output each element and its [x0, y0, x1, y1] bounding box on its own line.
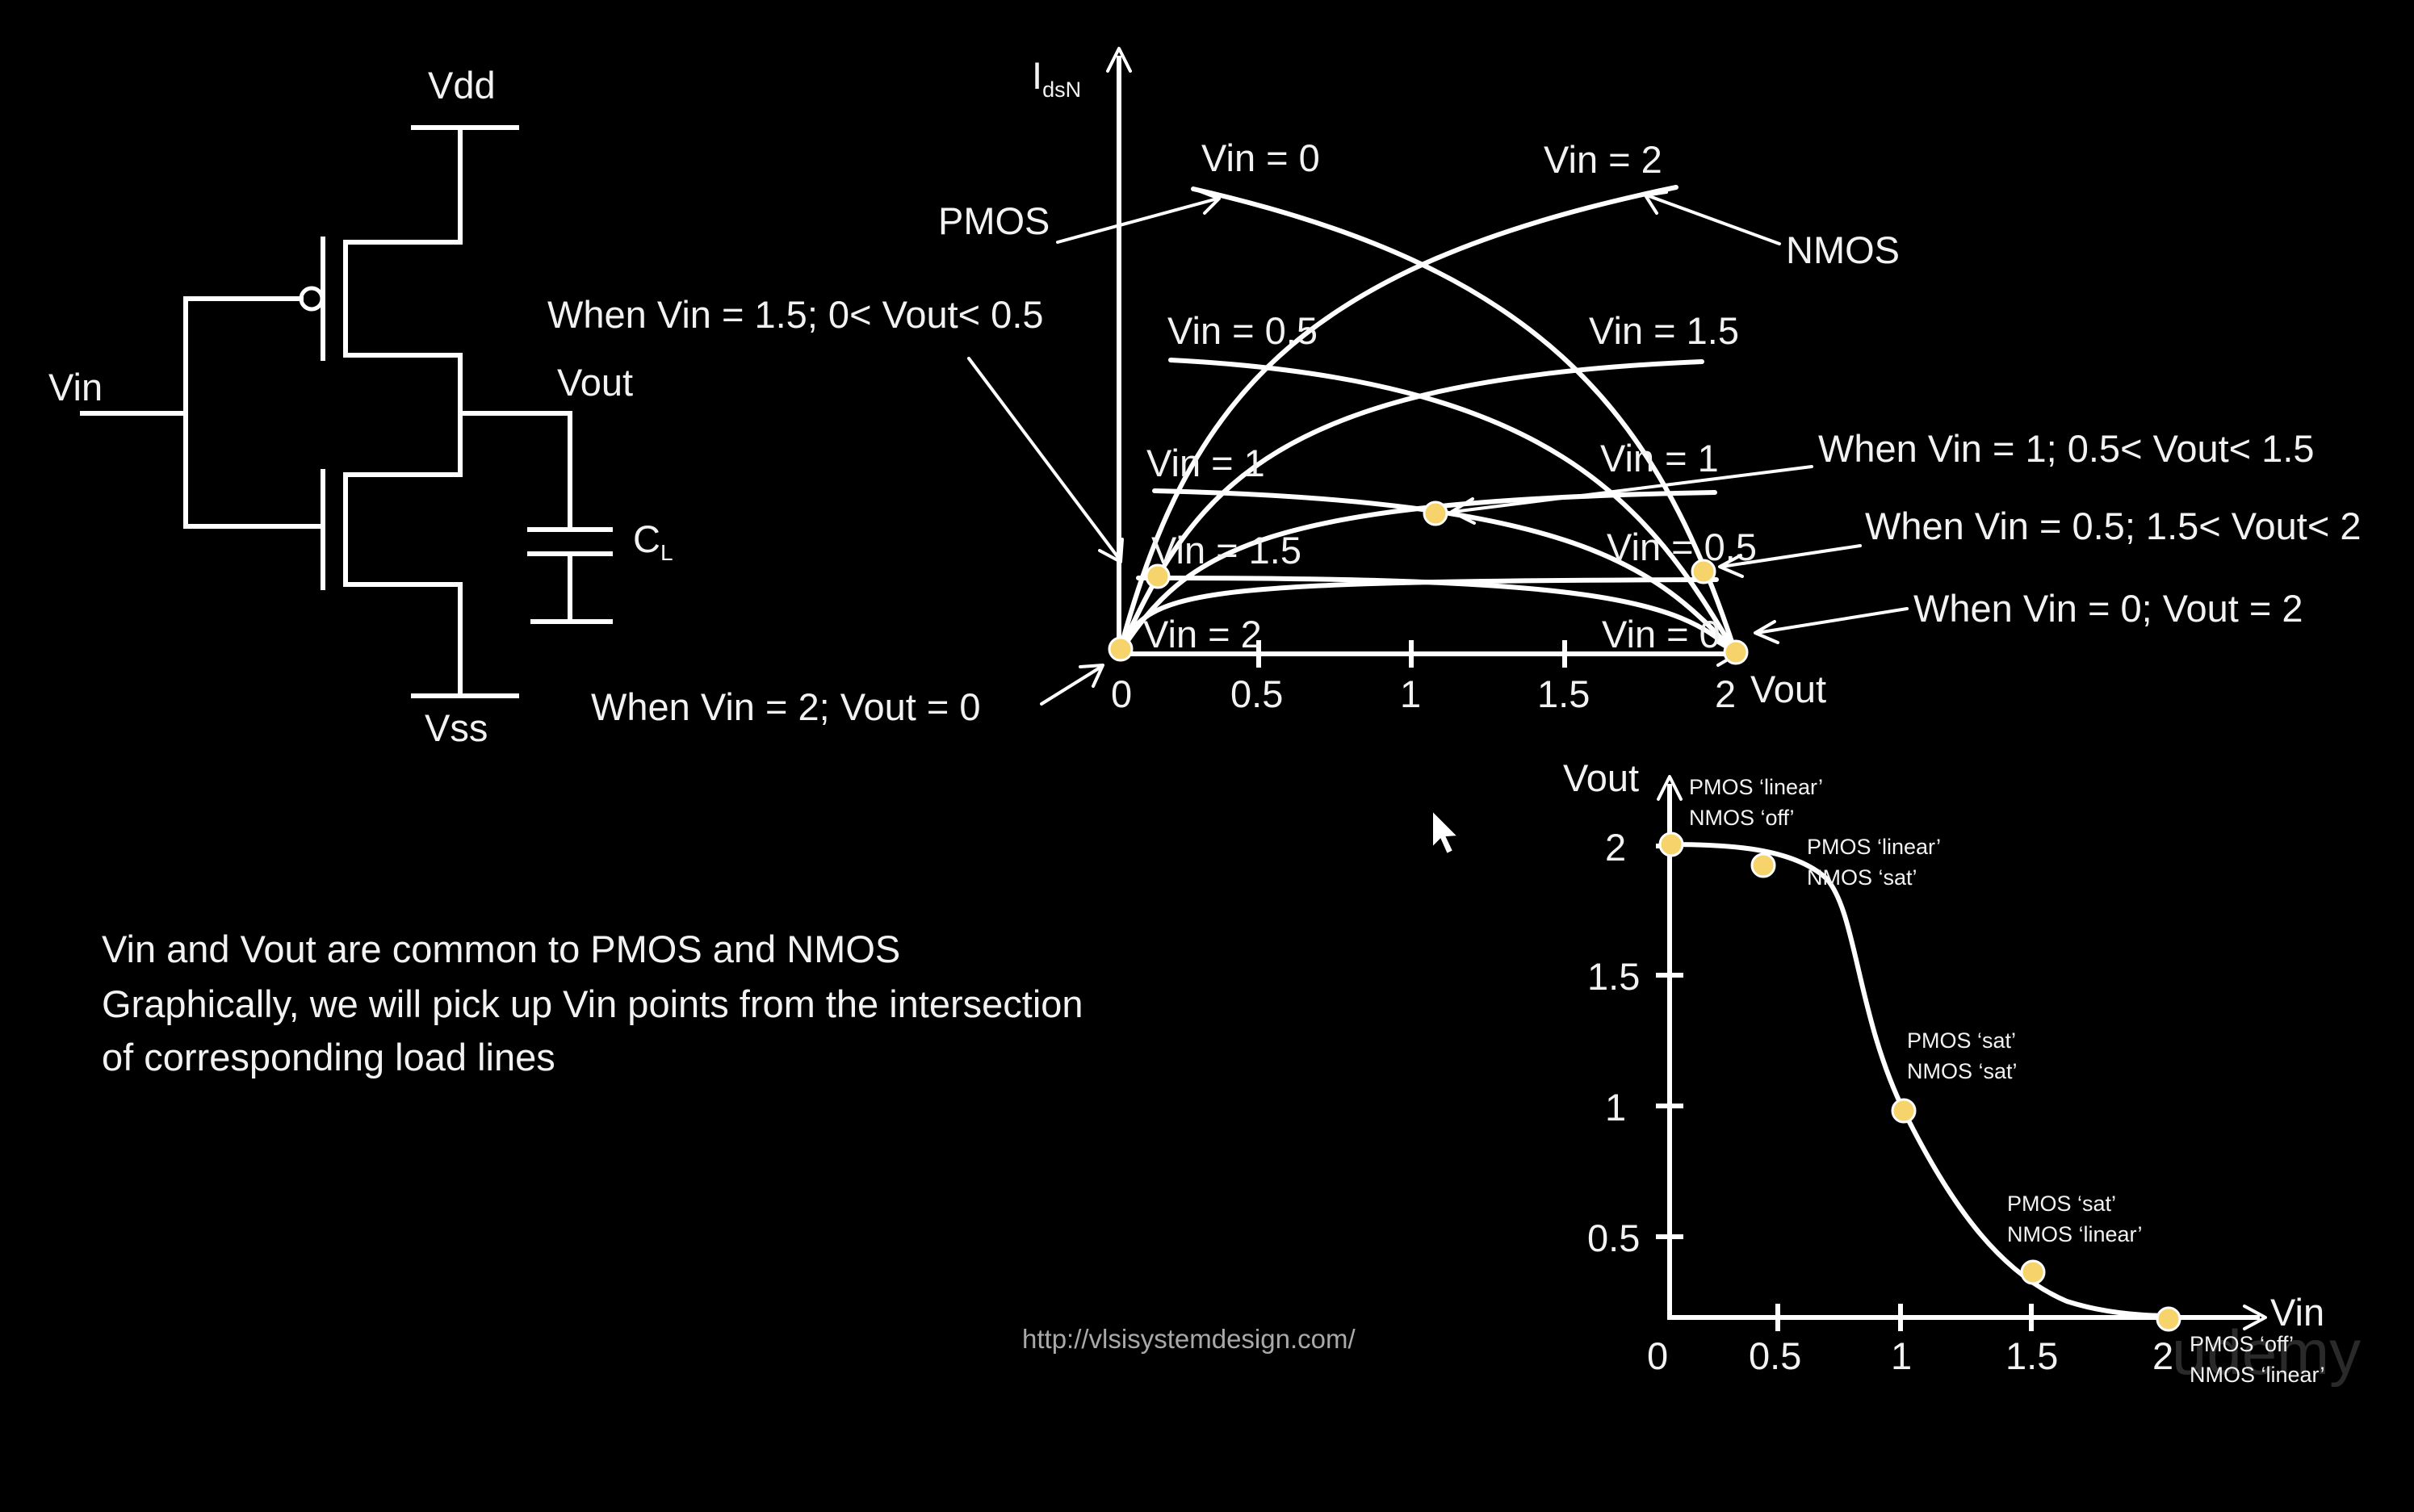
ids-x-tick-label: 0	[1111, 672, 1132, 715]
vtc-x-tick-label: 0.5	[1749, 1334, 1801, 1377]
pmos-transistor	[183, 237, 463, 361]
vtc-marker	[2020, 1259, 2046, 1285]
curve-label-nmos-vin-1-5: Vin = 1.5	[1589, 309, 1739, 352]
pmos-bubble	[299, 286, 325, 312]
nmos-pointer-arrow-head	[1644, 191, 1668, 215]
region-label: NMOS ‘off’	[1689, 806, 1795, 830]
vtc-marker	[1891, 1098, 1917, 1124]
annotation-arrow-vin-0-5	[1720, 544, 1862, 568]
region-label: PMOS ‘linear’	[1689, 775, 1823, 799]
vtc-x-axis-arrow	[2243, 1305, 2267, 1330]
vtc-marker	[1750, 852, 1776, 878]
vtc-y-tick-label: 2	[1605, 826, 1626, 869]
vtc-x-tick-label: 1.5	[2005, 1334, 2058, 1377]
region-label: NMOS ‘linear’	[2190, 1363, 2325, 1387]
cmos-inverter-schematic: Vdd Vss Vin Vout	[48, 64, 673, 749]
annotation-vin-1: When Vin = 1; 0.5< Vout< 1.5	[1818, 427, 2315, 470]
intersection-annotations: When Vin = 1.5; 0< Vout< 0.5 When Vin = …	[547, 293, 2362, 728]
ids-y-axis-arrow	[1106, 47, 1132, 73]
source-url: http://vlsisystemdesign.com/	[1022, 1324, 1356, 1354]
pmos-label: PMOS	[938, 199, 1050, 242]
vout-label: Vout	[557, 361, 633, 404]
nmos-pointer-arrow	[1645, 194, 1781, 245]
region-label: NMOS ‘sat’	[1907, 1059, 2018, 1083]
watermark-logo: udemy	[2172, 1317, 2361, 1388]
vtc-y-tick-label: 1	[1605, 1086, 1626, 1129]
region-label: PMOS ‘off’	[2190, 1332, 2294, 1356]
nmos-transistor	[183, 469, 463, 590]
curve-label-nmos-vin-1: Vin = 1	[1600, 437, 1719, 480]
vin-label: Vin	[48, 366, 103, 408]
ids-x-axis-label: Vout	[1750, 668, 1826, 710]
annotation-arrow-head	[1450, 497, 1476, 525]
curve-label-pmos-vin-1: Vin = 1	[1146, 442, 1265, 484]
intersection-marker-vin-2	[1108, 636, 1134, 662]
ids-x-tick-label: 0.5	[1230, 672, 1283, 715]
vtc-y-tick-label: 0.5	[1587, 1217, 1640, 1259]
pmos-curve-vin-0-5	[1168, 358, 1738, 656]
pmos-curve-vin-1-5	[1136, 575, 1738, 656]
curve-label-nmos-vin-0: Vin = 0	[1602, 613, 1720, 655]
vtc-marker	[2156, 1306, 2181, 1332]
region-label: PMOS ‘sat’	[2007, 1192, 2116, 1216]
region-label: NMOS ‘sat’	[1807, 865, 1917, 890]
curve-label-nmos-vin-0-5: Vin = 0.5	[1607, 526, 1757, 568]
annotation-arrow-head	[1098, 538, 1124, 563]
pmos-curve-vin-0	[1191, 186, 1738, 656]
region-label: NMOS ‘linear’	[2007, 1222, 2143, 1246]
vtc-marker	[1658, 831, 1684, 857]
annotation-vin-0-5: When Vin = 0.5; 1.5< Vout< 2	[1865, 505, 2362, 547]
annotation-vin-2: When Vin = 2; Vout = 0	[591, 685, 981, 728]
annotation-arrow-head	[1754, 620, 1779, 644]
annotation-arrow-head	[1079, 664, 1104, 688]
annotation-vin-1-5: When Vin = 1.5; 0< Vout< 0.5	[547, 293, 1044, 336]
vtc-plot: udemy Vout Vin 2 1.5 1 0.5 0 0.5 1 1.5 2	[1563, 756, 2361, 1388]
note-line: of corresponding load lines	[102, 1036, 555, 1079]
annotation-arrow-vin-0	[1755, 607, 1909, 635]
curve-label-nmos-vin-2: Vin = 2	[1544, 138, 1662, 181]
note-line: Graphically, we will pick up Vin points …	[102, 982, 1083, 1025]
curve-label-pmos-vin-2: Vin = 2	[1143, 613, 1262, 655]
annotation-arrow-vin-1-5	[967, 357, 1121, 560]
note-line: Vin and Vout are common to PMOS and NMOS	[102, 928, 900, 970]
nmos-curve-vin-0-5	[1117, 577, 1719, 656]
ids-x-tick-label: 1.5	[1537, 672, 1590, 715]
nmos-label: NMOS	[1786, 228, 1900, 271]
intersection-marker-vin-1	[1423, 501, 1448, 526]
annotation-arrow-vin-2	[1040, 665, 1103, 706]
vtc-y-axis-arrow	[1657, 775, 1683, 801]
cursor-icon	[1431, 808, 1461, 856]
vss-label: Vss	[425, 706, 488, 749]
explanation-notes: Vin and Vout are common to PMOS and NMOS…	[102, 928, 1083, 1079]
vtc-y-tick-label: 1.5	[1587, 955, 1640, 998]
vtc-x-tick-label: 2	[2152, 1334, 2173, 1377]
capacitor-label: CL	[633, 517, 673, 565]
annotation-arrow-vin-1	[1452, 465, 1813, 513]
intersection-marker-vin-0	[1723, 639, 1749, 665]
pmos-pointer-arrow-head	[1197, 189, 1221, 215]
intersection-marker-vin-0-5	[1691, 559, 1716, 584]
pmos-pointer-arrow	[1056, 197, 1219, 244]
ids-y-axis-label: IdsN	[1032, 54, 1081, 102]
region-label: PMOS ‘linear’	[1807, 835, 1941, 859]
curve-label-pmos-vin-0: Vin = 0	[1201, 136, 1320, 179]
vdd-label: Vdd	[428, 64, 496, 107]
vtc-y-axis-label: Vout	[1563, 756, 1639, 799]
ids-x-tick-label: 2	[1715, 672, 1736, 715]
vtc-x-axis-label: Vin	[2270, 1291, 2324, 1334]
intersection-marker-vin-1-5	[1145, 563, 1171, 589]
region-label: PMOS ‘sat’	[1907, 1028, 2016, 1053]
vtc-x-tick-label: 0	[1647, 1334, 1668, 1377]
pmos-curve-vin-1	[1152, 488, 1738, 656]
curve-label-pmos-vin-0-5: Vin = 0.5	[1167, 309, 1318, 352]
curve-label-pmos-vin-1-5: Vin = 1.5	[1151, 529, 1301, 572]
annotation-arrow-head	[1718, 554, 1744, 578]
vtc-x-tick-label: 1	[1891, 1334, 1912, 1377]
nmos-curve-vin-2	[1117, 185, 1678, 656]
ids-vout-plot: IdsN Vout 0 0.5 1 1.5 2 Vin = 0 Vin = 2 …	[938, 47, 1900, 715]
annotation-vin-0: When Vin = 0; Vout = 2	[1913, 587, 2303, 630]
ids-x-tick-label: 1	[1400, 672, 1421, 715]
